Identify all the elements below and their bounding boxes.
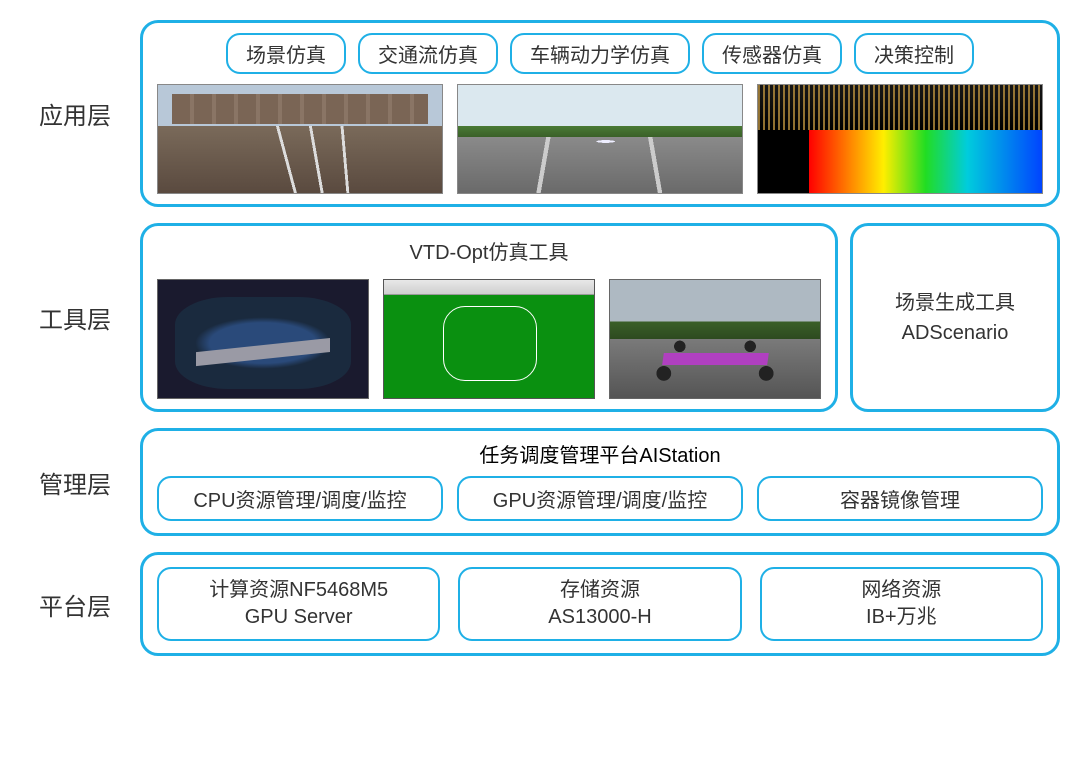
pill-storage-l2: AS13000-H (548, 604, 651, 631)
layer-label-application: 应用层 (10, 20, 140, 207)
tool-image-row (157, 279, 821, 399)
layer-management: 管理层 任务调度管理平台AIStation CPU资源管理/调度/监控 GPU资… (10, 428, 1060, 536)
pill-gpu-mgmt: GPU资源管理/调度/监控 (457, 476, 743, 521)
image-sensor-spectrum (757, 84, 1043, 194)
image-city-highway (157, 84, 443, 194)
pill-storage-l1: 存储资源 (560, 577, 640, 604)
pill-control: 决策控制 (854, 33, 974, 74)
application-box: 场景仿真 交通流仿真 车辆动力学仿真 传感器仿真 决策控制 (140, 20, 1060, 207)
layer-tool: 工具层 VTD-Opt仿真工具 场景生成工具 ADScenario (10, 223, 1060, 412)
pill-compute-l2: GPU Server (245, 604, 353, 631)
application-image-row (157, 84, 1043, 194)
pill-network-l1: 网络资源 (861, 577, 941, 604)
platform-box: 计算资源NF5468M5 GPU Server 存储资源 AS13000-H 网… (140, 552, 1060, 656)
pill-dynamics-sim: 车辆动力学仿真 (510, 33, 690, 74)
image-curved-road (457, 84, 743, 194)
pill-sensor-sim: 传感器仿真 (702, 33, 842, 74)
side-line-2: ADScenario (902, 318, 1009, 348)
tool-main-box: VTD-Opt仿真工具 (140, 223, 838, 412)
layer-label-platform: 平台层 (10, 552, 140, 656)
layer-label-management: 管理层 (10, 428, 140, 536)
pill-scene-sim: 场景仿真 (226, 33, 346, 74)
image-terrain-editor (157, 279, 369, 399)
pill-network-l2: IB+万兆 (866, 604, 937, 631)
image-vehicle-chassis (609, 279, 821, 399)
management-pill-row: CPU资源管理/调度/监控 GPU资源管理/调度/监控 容器镜像管理 (157, 476, 1043, 521)
pill-compute: 计算资源NF5468M5 GPU Server (157, 567, 440, 641)
side-line-1: 场景生成工具 (895, 288, 1015, 318)
tool-side-box: 场景生成工具 ADScenario (850, 223, 1060, 412)
pill-storage: 存储资源 AS13000-H (458, 567, 741, 641)
application-pill-row: 场景仿真 交通流仿真 车辆动力学仿真 传感器仿真 决策控制 (157, 33, 1043, 74)
management-title: 任务调度管理平台AIStation (157, 439, 1043, 468)
pill-cpu-mgmt: CPU资源管理/调度/监控 (157, 476, 443, 521)
image-map-editor (383, 279, 595, 399)
pill-traffic-sim: 交通流仿真 (358, 33, 498, 74)
tool-main-title: VTD-Opt仿真工具 (157, 236, 821, 265)
pill-container-mgmt: 容器镜像管理 (757, 476, 1043, 521)
pill-compute-l1: 计算资源NF5468M5 (209, 577, 388, 604)
layer-platform: 平台层 计算资源NF5468M5 GPU Server 存储资源 AS13000… (10, 552, 1060, 656)
pill-network: 网络资源 IB+万兆 (760, 567, 1043, 641)
management-box: 任务调度管理平台AIStation CPU资源管理/调度/监控 GPU资源管理/… (140, 428, 1060, 536)
layer-label-tool: 工具层 (10, 223, 140, 412)
layer-application: 应用层 场景仿真 交通流仿真 车辆动力学仿真 传感器仿真 决策控制 (10, 20, 1060, 207)
